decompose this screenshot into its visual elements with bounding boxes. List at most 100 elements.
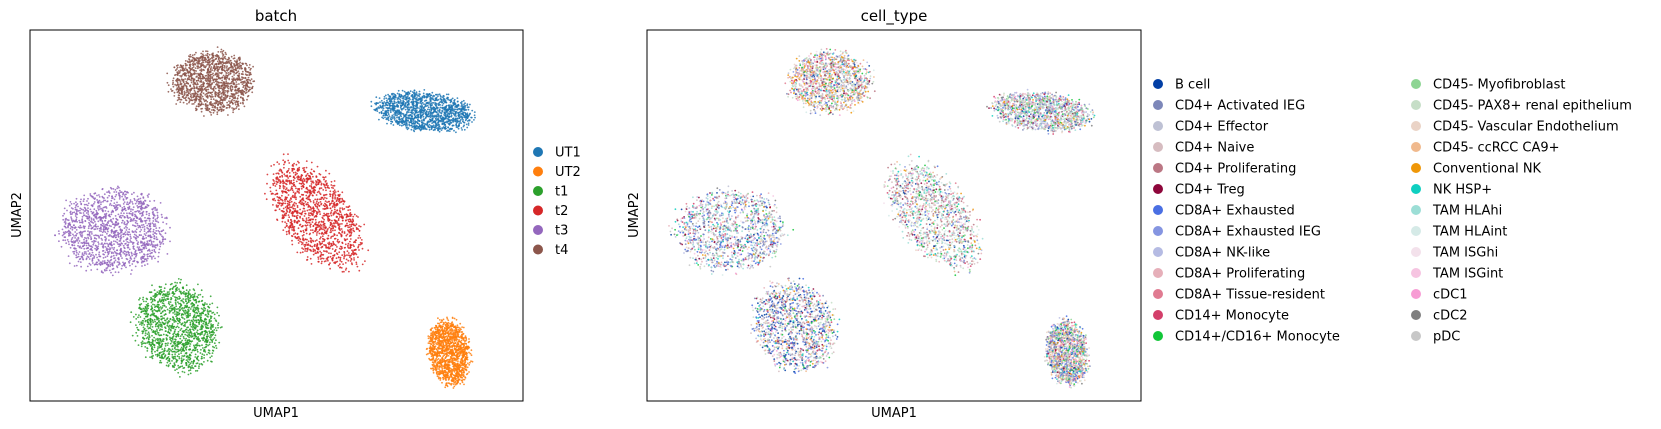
- scatter-point: [470, 349, 473, 352]
- scatter-point: [397, 89, 400, 92]
- scatter-point: [454, 108, 457, 111]
- scatter-point: [306, 172, 309, 175]
- scatter-point: [168, 307, 171, 309]
- scatter-point: [445, 382, 448, 385]
- scatter-point: [453, 98, 456, 101]
- scatter-point: [187, 310, 190, 313]
- scatter-point: [456, 326, 459, 329]
- scatter-point: [185, 292, 188, 295]
- scatter-point: [449, 373, 452, 376]
- scatter-point: [213, 313, 216, 316]
- scatter-point: [454, 120, 457, 123]
- scatter-point: [429, 103, 432, 106]
- scatter-point: [438, 338, 440, 341]
- scatter-point: [405, 114, 408, 116]
- scatter-point: [159, 339, 162, 342]
- scatter-point: [154, 296, 156, 299]
- scatter-point: [408, 108, 411, 111]
- scatter-point: [187, 292, 190, 295]
- scatter-point: [443, 114, 445, 116]
- scatter-point: [157, 300, 160, 303]
- scatter-point: [386, 99, 388, 102]
- scatter-point: [358, 225, 360, 227]
- scatter-point: [420, 121, 423, 124]
- scatter-point: [457, 125, 460, 128]
- scatter-point: [336, 209, 339, 212]
- scatter-point: [412, 107, 415, 110]
- scatter-point: [303, 215, 306, 217]
- scatter-point: [447, 319, 450, 322]
- scatter-point: [442, 318, 445, 321]
- scatter-point: [188, 345, 191, 347]
- scatter-point: [447, 321, 450, 324]
- scatter-point: [181, 339, 184, 342]
- scatter-point: [466, 106, 469, 109]
- scatter-point: [393, 109, 396, 112]
- scatter-point: [288, 172, 291, 174]
- scatter-point: [463, 107, 466, 110]
- scatter-point: [430, 127, 433, 130]
- scatter-point: [433, 365, 435, 368]
- scatter-point: [169, 288, 171, 291]
- scatter-point: [157, 337, 159, 340]
- scatter-point: [189, 353, 191, 356]
- scatter-point: [194, 353, 197, 356]
- scatter-point: [209, 341, 211, 344]
- scatter-point: [406, 104, 409, 107]
- scatter-point: [288, 168, 290, 170]
- scatter-point: [448, 330, 450, 333]
- scatter-point: [428, 123, 431, 126]
- scatter-point: [442, 371, 445, 374]
- scatter-point: [205, 326, 208, 329]
- scatter-point: [412, 118, 414, 121]
- scatter-point: [175, 313, 178, 315]
- scatter-point: [178, 288, 180, 290]
- scatter-point: [215, 339, 217, 342]
- scatter-point: [175, 303, 177, 305]
- scatter-point: [178, 290, 181, 293]
- scatter-point: [281, 175, 284, 178]
- scatter-point: [398, 124, 401, 127]
- scatter-point: [414, 126, 417, 129]
- scatter-point: [454, 364, 457, 366]
- scatter-point: [330, 209, 333, 212]
- scatter-point: [439, 343, 441, 345]
- scatter-point: [370, 105, 373, 108]
- scatter-point: [463, 103, 465, 106]
- scatter-point: [458, 111, 461, 114]
- scatter-point: [153, 312, 156, 315]
- scatter-point: [157, 324, 160, 326]
- scatter-point: [445, 339, 448, 342]
- scatter-point: [432, 348, 435, 351]
- scatter-point: [395, 121, 397, 123]
- scatter-point: [191, 302, 194, 305]
- scatter-point: [148, 343, 151, 346]
- scatter-point: [452, 109, 454, 111]
- scatter-point: [456, 381, 459, 384]
- scatter-point: [170, 297, 173, 300]
- scatter-point: [166, 308, 169, 311]
- scatter-point: [298, 178, 300, 181]
- scatter-point: [197, 359, 200, 362]
- scatter-point: [396, 116, 398, 119]
- scatter-point: [446, 336, 449, 339]
- scatter-point: [190, 306, 193, 308]
- scatter-point: [338, 201, 341, 204]
- scatter-point: [165, 330, 167, 332]
- scatter-point: [146, 341, 149, 344]
- scatter-point: [436, 106, 438, 109]
- scatter-point: [445, 379, 447, 381]
- scatter-point: [189, 297, 191, 300]
- scatter-point: [198, 300, 201, 303]
- scatter-point: [162, 321, 164, 324]
- scatter-point: [146, 309, 149, 312]
- scatter-point: [211, 352, 214, 354]
- scatter-point: [205, 343, 208, 346]
- scatter-point: [425, 96, 428, 99]
- scatter-point: [171, 364, 174, 367]
- scatter-point: [446, 316, 448, 319]
- scatter-point: [156, 306, 159, 308]
- scatter-point: [181, 291, 184, 294]
- scatter-point: [208, 306, 211, 309]
- scatter-point: [453, 385, 456, 388]
